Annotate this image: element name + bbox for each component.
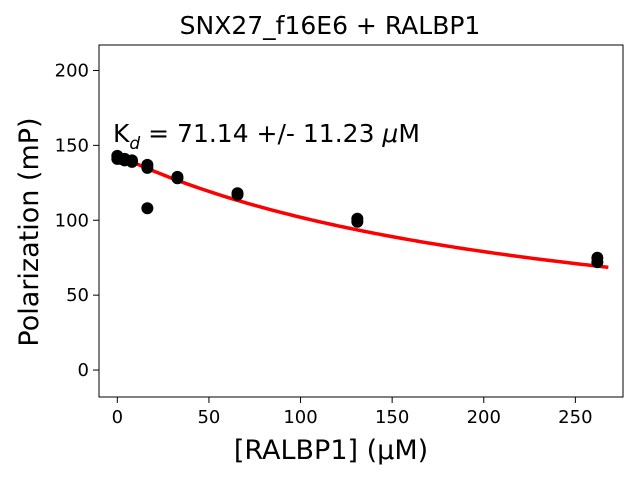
kd-annotation: Kd = 71.14 +/- 11.23 μM	[113, 119, 420, 154]
chart-title: SNX27_f16E6 + RALBP1	[180, 11, 481, 40]
x-axis-ticks: 0 50 100 150 200 250	[112, 397, 593, 428]
x-tick-label: 200	[467, 407, 501, 428]
data-points	[111, 149, 604, 269]
data-point	[125, 154, 138, 167]
y-tick-label: 150	[55, 135, 89, 156]
data-point	[351, 212, 364, 225]
x-tick-label: 0	[112, 407, 123, 428]
plot-frame	[98, 44, 624, 398]
x-tick-label: 150	[375, 407, 409, 428]
y-axis-label: Polarization (mP)	[14, 117, 45, 346]
fit-curve	[116, 153, 609, 270]
data-point	[591, 251, 604, 264]
y-tick-label: 0	[78, 360, 89, 381]
x-tick-label: 50	[197, 407, 220, 428]
y-tick-label: 50	[66, 285, 89, 306]
data-point	[141, 158, 154, 171]
y-axis-ticks: 0 50 100 150 200	[55, 60, 99, 381]
x-tick-label: 250	[558, 407, 592, 428]
x-axis-label: [RALBP1] (μM)	[234, 435, 428, 466]
data-point	[141, 202, 154, 215]
data-point	[231, 187, 244, 200]
x-tick-label: 100	[283, 407, 317, 428]
y-tick-label: 100	[55, 210, 89, 231]
data-point	[171, 170, 184, 183]
y-tick-label: 200	[55, 60, 89, 81]
